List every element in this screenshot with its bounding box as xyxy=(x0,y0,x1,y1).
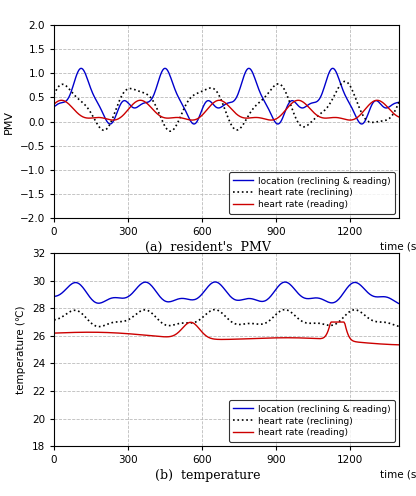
heart rate (reading) xyxy=(384,103,389,109)
Text: (a)  resident's  PMV: (a) resident's PMV xyxy=(145,241,271,253)
heart rate (reclining) xyxy=(256,100,261,106)
Y-axis label: temperature (℃): temperature (℃) xyxy=(16,306,26,394)
location (reclining & reading) xyxy=(211,279,216,285)
heart rate (reclining) xyxy=(145,307,150,313)
heart rate (reclining) xyxy=(212,86,217,92)
Legend: location (reclining & reading), heart rate (reclining), heart rate (reading): location (reclining & reading), heart ra… xyxy=(229,400,395,442)
location (reclining & reading) xyxy=(144,100,149,106)
X-axis label: time (sec): time (sec) xyxy=(380,242,416,251)
heart rate (reclining) xyxy=(168,128,173,134)
location (reclining & reading) xyxy=(144,279,149,285)
location (reclining & reading) xyxy=(213,279,218,285)
location (reclining & reading) xyxy=(247,65,252,71)
location (reclining & reading) xyxy=(211,102,216,108)
Line: heart rate (reading): heart rate (reading) xyxy=(54,322,399,345)
heart rate (reading) xyxy=(329,319,334,325)
heart rate (reading) xyxy=(217,97,222,103)
heart rate (reading) xyxy=(52,330,57,336)
location (reclining & reading) xyxy=(256,298,261,304)
heart rate (reading) xyxy=(52,101,57,107)
location (reclining & reading) xyxy=(383,294,388,300)
heart rate (reading) xyxy=(397,342,402,348)
heart rate (reclining) xyxy=(384,117,389,123)
heart rate (reading) xyxy=(144,332,149,338)
Line: heart rate (reclining): heart rate (reclining) xyxy=(54,310,399,326)
location (reclining & reading) xyxy=(384,105,389,111)
X-axis label: time (sec): time (sec) xyxy=(380,470,416,480)
location (reclining & reading) xyxy=(237,297,242,303)
location (reclining & reading) xyxy=(393,299,398,305)
Line: location (reclining & reading): location (reclining & reading) xyxy=(54,282,399,304)
heart rate (reading) xyxy=(394,113,399,119)
heart rate (reclining) xyxy=(342,78,347,84)
heart rate (reading) xyxy=(393,342,398,348)
heart rate (reading) xyxy=(237,113,242,119)
Line: heart rate (reading): heart rate (reading) xyxy=(54,100,399,120)
heart rate (reclining) xyxy=(52,92,57,98)
heart rate (reclining) xyxy=(52,317,57,323)
heart rate (reading) xyxy=(347,117,352,123)
Y-axis label: PMV: PMV xyxy=(4,110,14,133)
heart rate (reading) xyxy=(144,100,149,106)
location (reclining & reading) xyxy=(235,91,240,97)
location (reclining & reading) xyxy=(359,121,364,127)
Line: location (reclining & reading): location (reclining & reading) xyxy=(54,68,399,124)
location (reclining & reading) xyxy=(52,104,57,110)
location (reclining & reading) xyxy=(394,100,399,106)
heart rate (reading) xyxy=(256,115,261,121)
heart rate (reclining) xyxy=(397,323,402,329)
heart rate (reading) xyxy=(255,335,260,341)
heart rate (reading) xyxy=(235,336,240,342)
heart rate (reclining) xyxy=(96,323,101,329)
heart rate (reclining) xyxy=(384,319,389,325)
location (reclining & reading) xyxy=(397,301,402,307)
Text: (b)  temperature: (b) temperature xyxy=(155,469,261,482)
heart rate (reading) xyxy=(211,336,216,342)
heart rate (reclining) xyxy=(256,321,261,327)
heart rate (reclining) xyxy=(237,126,242,132)
location (reclining & reading) xyxy=(52,294,57,300)
heart rate (reclining) xyxy=(212,307,217,312)
Legend: location (reclining & reading), heart rate (reclining), heart rate (reading): location (reclining & reading), heart ra… xyxy=(229,172,395,214)
heart rate (reclining) xyxy=(144,91,149,97)
heart rate (reading) xyxy=(211,100,216,106)
heart rate (reclining) xyxy=(237,321,242,327)
heart rate (reading) xyxy=(397,114,402,120)
heart rate (reclining) xyxy=(282,307,287,312)
location (reclining & reading) xyxy=(397,99,402,105)
Line: heart rate (reclining): heart rate (reclining) xyxy=(54,81,399,131)
location (reclining & reading) xyxy=(256,87,261,93)
heart rate (reading) xyxy=(383,341,388,347)
heart rate (reclining) xyxy=(397,98,402,104)
heart rate (reclining) xyxy=(394,323,399,329)
heart rate (reclining) xyxy=(394,105,399,111)
